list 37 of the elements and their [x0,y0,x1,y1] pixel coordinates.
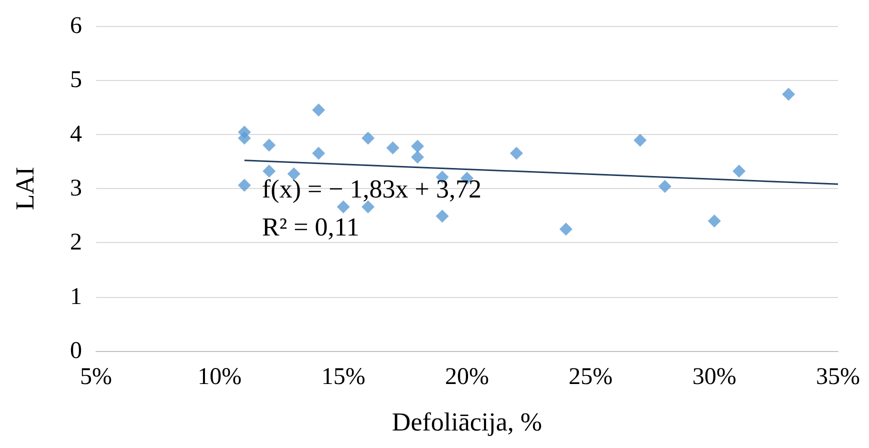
point [362,132,375,145]
annotation: R² = 0,11 [262,212,360,242]
point [510,146,523,160]
y-tick-label: 1 [70,284,82,310]
annotation: f(x) = − 1,83x + 3,72 [262,174,482,204]
point [708,214,721,228]
y-tick-label: 0 [70,338,82,364]
x-tick-label: 15% [321,364,366,390]
point [238,178,251,192]
x-tick-label: 20% [445,364,489,390]
point [658,180,672,193]
point [634,134,647,147]
x-tick-label: 35% [816,364,860,390]
point [262,138,276,152]
x-tick-label: 5% [80,364,112,390]
point [386,141,400,154]
point [559,222,572,236]
point [312,146,326,160]
y-axis-title: LAI [10,166,40,210]
point [732,164,746,178]
x-tick-label: 25% [568,364,613,390]
point [262,164,276,178]
point [436,210,449,223]
y-tick-label: 2 [70,230,82,256]
point [312,103,326,116]
x-tick-label: 10% [198,364,242,390]
point [336,200,350,214]
y-tick-label: 5 [70,67,82,94]
point [411,150,424,164]
y-tick-label: 3 [70,176,82,202]
point [411,140,424,153]
x-tick-label: 30% [692,364,736,390]
point [782,88,796,101]
point [238,132,251,145]
y-tick-label: 4 [70,121,82,148]
y-tick-label: 6 [70,13,82,39]
x-axis-title: Defoliācija, % [392,408,542,436]
